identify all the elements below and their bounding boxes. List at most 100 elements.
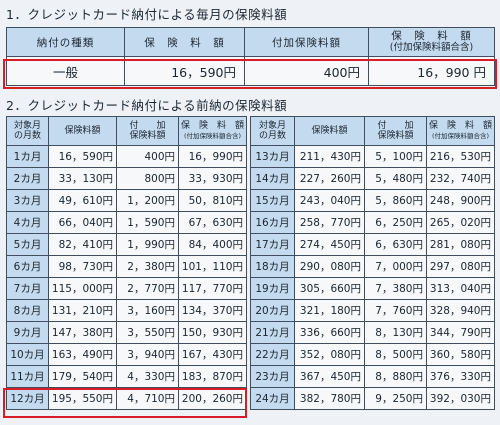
table-row: 9カ月 147，380円 3，550円 150，930円 <box>6 321 247 344</box>
cell-total: 200，260円 <box>178 387 247 410</box>
header-additional-line1: 付 加 <box>129 121 166 131</box>
table-row: 20カ月 321，180円 7，760円 328，940円 <box>250 299 495 322</box>
header-total-line2: (付加保険料額合含) <box>183 132 242 140</box>
cell-premium: 147，380円 <box>48 321 117 344</box>
cell-premium: 131，210円 <box>48 299 117 322</box>
cell-type: 一般 <box>6 56 125 86</box>
cell-months: 11カ月 <box>6 365 49 388</box>
cell-premium: 367，450円 <box>294 365 365 388</box>
table-row: 5カ月 82，410円 1，990円 84，400円 <box>6 233 247 256</box>
table-row: 3カ月 49，610円 1，200円 50，810円 <box>6 189 247 212</box>
cell-total: 328，940円 <box>426 299 495 322</box>
header-months-line1: 対象月 <box>13 121 41 131</box>
cell-premium: 195，550円 <box>48 387 117 410</box>
cell-premium: 115，000円 <box>48 277 117 300</box>
cell-total: 117，770円 <box>178 277 247 300</box>
header-additional-line2: 保険料額 <box>129 131 166 141</box>
cell-months: 4カ月 <box>6 211 49 234</box>
header-premium: 保険料額 <box>294 116 365 146</box>
cell-months: 21カ月 <box>250 321 295 344</box>
cell-total: 216，530円 <box>426 145 495 168</box>
highlight-box-monthly <box>3 59 497 89</box>
cell-additional: 2，770円 <box>116 277 179 300</box>
cell-total: 134，370円 <box>178 299 247 322</box>
cell-total: 150，930円 <box>178 321 247 344</box>
table-row: 12カ月 195，550円 4，710円 200，260円 <box>6 387 247 410</box>
cell-months: 15カ月 <box>250 189 295 212</box>
cell-months: 1カ月 <box>6 145 49 168</box>
cell-premium: 49，610円 <box>48 189 117 212</box>
header-total: 保 険 料 額 (付加保険料額合含) <box>178 116 247 146</box>
table-row: 14カ月 227，260円 5，480円 232，740円 <box>250 167 495 190</box>
table-row: 6カ月 98，730円 2，380円 101，110円 <box>6 255 247 278</box>
monthly-premium-table: 納付の種類 保 険 料 額 付加保険料額 保 険 料 額 (付加保険料額合含) … <box>6 27 495 86</box>
cell-premium: 98，730円 <box>48 255 117 278</box>
cell-premium: 382，780円 <box>294 387 365 410</box>
cell-additional: 400円 <box>244 56 369 86</box>
header-months-line2: の月数 <box>13 131 41 141</box>
prepay-left-body: 1カ月 16，590円 400円 16，990円 2カ月 33，130円 800円 33，93… <box>6 145 247 410</box>
cell-premium: 305，660円 <box>294 277 365 300</box>
header-total-line1: 保 険 料 額 <box>428 121 492 131</box>
highlight-box-12months <box>3 388 247 418</box>
cell-additional: 3，160円 <box>116 299 179 322</box>
header-additional-line2: 保険料額 <box>377 131 414 141</box>
table-row: 24カ月 382，780円 9，250円 392，030円 <box>250 387 495 410</box>
header-total-line2: (付加保険料額合含) <box>431 132 490 140</box>
cell-months: 20カ月 <box>250 299 295 322</box>
header-additional-line1: 付 加 <box>377 121 414 131</box>
header-total-line1: 保 険 料 額 <box>391 30 472 42</box>
cell-additional: 6，630円 <box>364 233 427 256</box>
cell-premium: 16，590円 <box>48 145 117 168</box>
cell-additional: 8，500円 <box>364 343 427 366</box>
header-row: 納付の種類 保 険 料 額 付加保険料額 保 険 料 額 (付加保険料額合含) <box>6 27 495 57</box>
cell-months: 18カ月 <box>250 255 295 278</box>
cell-total: 313，040円 <box>426 277 495 300</box>
cell-total: 16，990円 <box>178 145 247 168</box>
table-row: 8カ月 131，210円 3，160円 134，370円 <box>6 299 247 322</box>
cell-months: 19カ月 <box>250 277 295 300</box>
cell-months: 9カ月 <box>6 321 49 344</box>
cell-months: 22カ月 <box>250 343 295 366</box>
cell-months: 17カ月 <box>250 233 295 256</box>
cell-premium: 33，130円 <box>48 167 117 190</box>
cell-additional: 3，940円 <box>116 343 179 366</box>
cell-additional: 3，550円 <box>116 321 179 344</box>
header-total-line2: (付加保険料額合含) <box>389 42 474 53</box>
header-total-line1: 保 険 料 額 <box>180 121 244 131</box>
cell-premium: 290，080円 <box>294 255 365 278</box>
cell-total: 281，080円 <box>426 233 495 256</box>
table-row: 19カ月 305，660円 7，380円 313，040円 <box>250 277 495 300</box>
cell-premium: 82，410円 <box>48 233 117 256</box>
cell-months: 6カ月 <box>6 255 49 278</box>
cell-additional: 7，760円 <box>364 299 427 322</box>
header-payment-type: 納付の種類 <box>6 27 125 57</box>
cell-premium: 211，430円 <box>294 145 365 168</box>
cell-premium: 179，540円 <box>48 365 117 388</box>
cell-premium: 352，080円 <box>294 343 365 366</box>
cell-premium: 163，490円 <box>48 343 117 366</box>
cell-total: 344，790円 <box>426 321 495 344</box>
table-row: 7カ月 115，000円 2，770円 117，770円 <box>6 277 247 300</box>
cell-total: 376，330円 <box>426 365 495 388</box>
cell-premium: 66，040円 <box>48 211 117 234</box>
cell-months: 7カ月 <box>6 277 49 300</box>
table-row: 13カ月 211，430円 5，100円 216，530円 <box>250 145 495 168</box>
cell-months: 5カ月 <box>6 233 49 256</box>
header-premium: 保 険 料 額 <box>124 27 245 57</box>
header-months-line1: 対象月 <box>258 121 286 131</box>
cell-months: 14カ月 <box>250 167 295 190</box>
cell-months: 10カ月 <box>6 343 49 366</box>
header-total: 保 険 料 額 (付加保険料額合含) <box>426 116 495 146</box>
table-row: 17カ月 274，450円 6，630円 281，080円 <box>250 233 495 256</box>
table-row: 10カ月 163，490円 3，940円 167，430円 <box>6 343 247 366</box>
table-row: 15カ月 243，040円 5，860円 248，900円 <box>250 189 495 212</box>
cell-total: 167，430円 <box>178 343 247 366</box>
prepay-right-body: 13カ月 211，430円 5，100円 216，530円 14カ月 227，260円 5，… <box>250 145 495 410</box>
cell-total: 265，020円 <box>426 211 495 234</box>
cell-total: 33，930円 <box>178 167 247 190</box>
cell-additional: 9，250円 <box>364 387 427 410</box>
cell-additional: 800円 <box>116 167 179 190</box>
cell-months: 23カ月 <box>250 365 295 388</box>
cell-premium: 16，590円 <box>124 56 245 86</box>
